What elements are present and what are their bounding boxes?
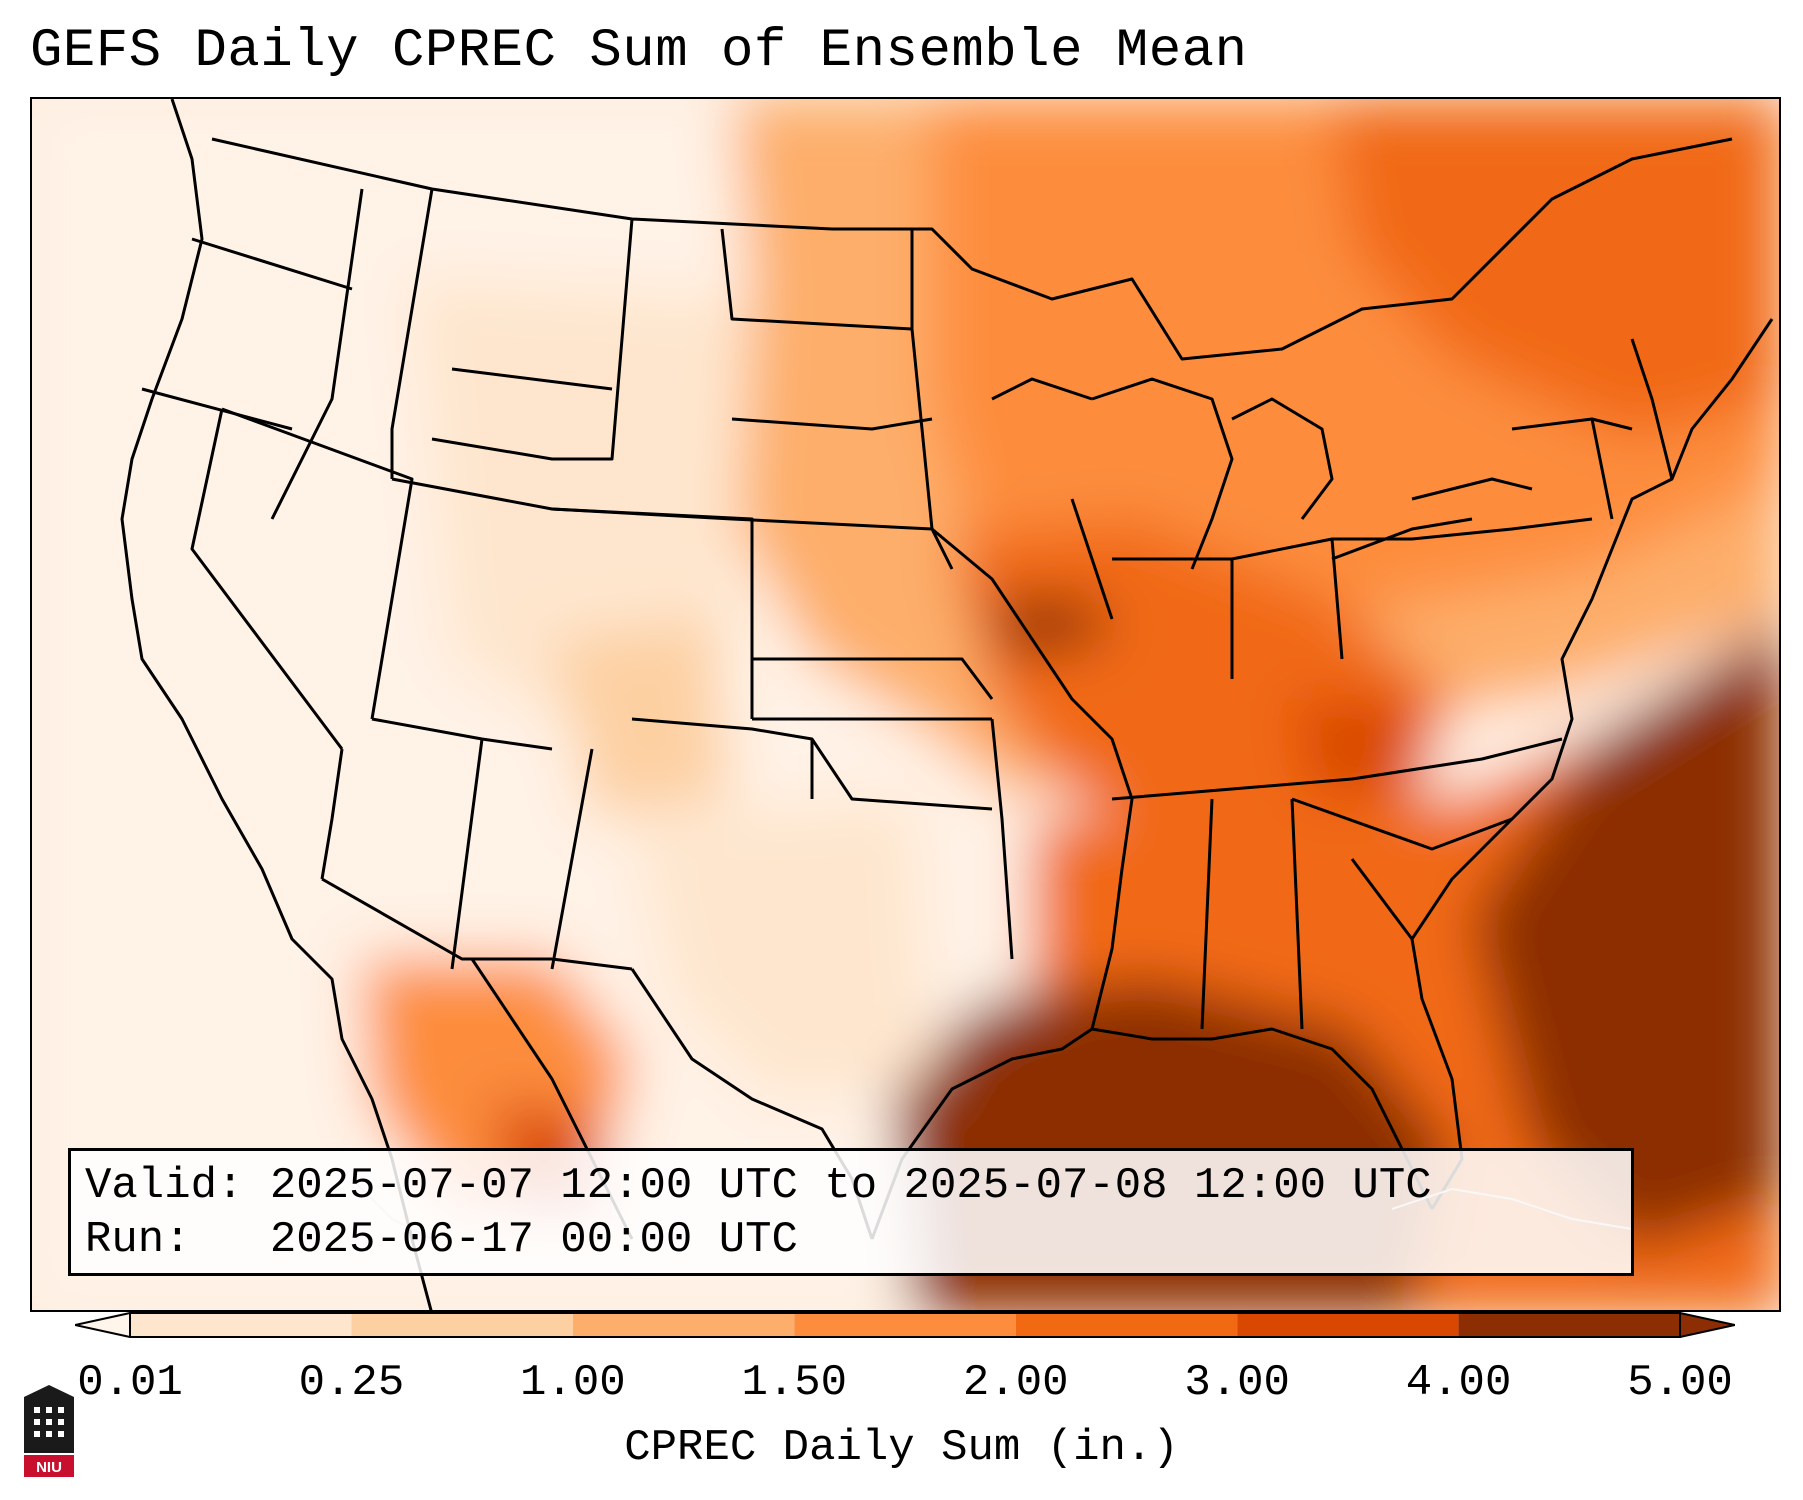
colorbar-tick-label: 0.25 <box>298 1358 405 1408</box>
colorbar-segment <box>572 1313 795 1337</box>
precip-shading <box>32 99 1779 1310</box>
colorbar-segment <box>1458 1313 1680 1337</box>
colorbar-tick-label: 1.50 <box>741 1358 848 1408</box>
colorbar-segment <box>351 1313 573 1337</box>
colorbar-tick-label: 2.00 <box>962 1358 1069 1408</box>
valid-label: Valid: <box>85 1161 244 1211</box>
precipitation-map <box>30 97 1781 1312</box>
logo-text: NIU <box>36 1459 62 1476</box>
colorbar-tick-label: 3.00 <box>1184 1358 1290 1408</box>
validity-info-box: Valid: 2025-07-07 12:00 UTC to 2025-07-0… <box>68 1148 1634 1276</box>
niu-logo: NIU <box>24 1385 74 1477</box>
map-canvas <box>32 99 1779 1310</box>
colorbar-segment <box>794 1313 1016 1337</box>
colorbar-label: CPREC Daily Sum (in.) <box>624 1423 1179 1473</box>
state-boundaries <box>120 99 1774 1310</box>
colorbar-tick-label: 0.01 <box>77 1358 183 1408</box>
colorbar-segment <box>130 1313 352 1337</box>
colorbar-tick-label: 4.00 <box>1405 1358 1512 1408</box>
colorbar-tick-label: 5.00 <box>1627 1358 1733 1408</box>
valid-range: 2025-07-07 12:00 UTC to 2025-07-08 12:00… <box>269 1161 1432 1211</box>
run-row: Run: 2025-06-17 00:00 UTC <box>85 1213 1617 1267</box>
run-time: 2025-06-17 00:00 UTC <box>269 1215 798 1265</box>
colorbar-segment <box>1015 1313 1238 1337</box>
colorbar-segment <box>1237 1313 1459 1337</box>
colorbar-extend-high <box>1679 1312 1735 1338</box>
colorbar-outline <box>129 1312 1681 1338</box>
colorbar-tick-label: 1.00 <box>520 1358 626 1408</box>
run-label: Run: <box>85 1215 191 1265</box>
colorbar-extend-low <box>75 1312 131 1338</box>
colorbar <box>75 1312 1735 1338</box>
valid-row: Valid: 2025-07-07 12:00 UTC to 2025-07-0… <box>85 1159 1617 1213</box>
map-title: GEFS Daily CPREC Sum of Ensemble Mean <box>30 21 1248 82</box>
